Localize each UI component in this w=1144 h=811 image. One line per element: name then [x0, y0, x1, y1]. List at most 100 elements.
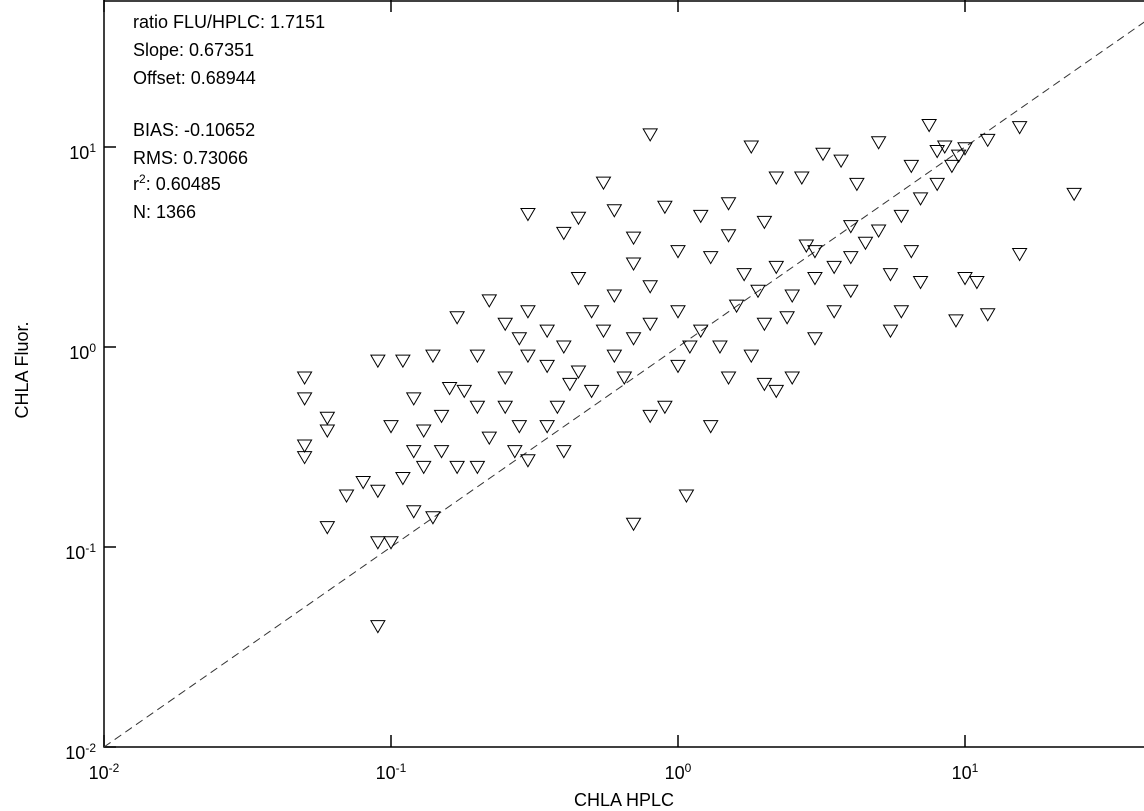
marker	[555, 226, 572, 241]
y-tick-label: 100	[69, 341, 96, 363]
y-tick-label-exp: -1	[85, 541, 96, 555]
marker	[570, 272, 587, 286]
marker	[539, 359, 556, 374]
marker	[756, 215, 773, 230]
marker	[481, 294, 498, 308]
x-tick-label: 101	[952, 761, 979, 783]
marker	[606, 289, 623, 303]
identity-line	[103, 21, 1144, 748]
marker	[539, 420, 556, 434]
marker	[720, 371, 737, 385]
marker	[520, 349, 536, 364]
y-tick-label-exp: -2	[85, 741, 96, 755]
x-tick-label-exp: -1	[396, 761, 407, 775]
marker	[469, 460, 486, 475]
marker	[469, 400, 486, 415]
marker	[670, 245, 686, 259]
marker	[979, 133, 996, 148]
marker	[702, 420, 719, 434]
stat-annotation: Slope: 0.67351	[133, 40, 254, 60]
marker	[642, 317, 659, 332]
marker	[807, 332, 823, 346]
x-axis-label: CHLA HPLC	[574, 790, 674, 810]
marker	[948, 314, 964, 328]
marker	[692, 324, 709, 339]
marker	[405, 505, 422, 519]
marker	[520, 454, 536, 468]
marker	[842, 251, 859, 265]
marker	[319, 424, 336, 439]
marker	[625, 231, 642, 246]
marker	[979, 308, 996, 322]
marker	[768, 260, 785, 275]
y-tick-label-exp: 1	[89, 141, 96, 155]
y-axis-label: CHLA Fluor.	[12, 321, 32, 418]
marker	[712, 340, 728, 354]
marker	[807, 272, 823, 286]
marker	[1011, 248, 1028, 262]
marker	[736, 268, 753, 282]
y-tick-label-base: 10	[69, 343, 89, 363]
marker	[296, 439, 313, 453]
marker	[506, 445, 523, 459]
marker	[692, 209, 709, 224]
marker	[555, 340, 572, 354]
y-tick-label-base: 10	[65, 543, 85, 563]
marker	[682, 340, 698, 354]
marker	[415, 424, 432, 439]
marker	[833, 154, 849, 169]
marker	[338, 489, 355, 503]
marker	[456, 384, 473, 399]
marker	[405, 445, 422, 459]
marker	[750, 284, 766, 299]
marker	[929, 144, 946, 159]
marker	[425, 349, 441, 364]
x-tick-label-base: 10	[952, 763, 972, 783]
marker	[642, 280, 659, 294]
marker	[595, 324, 612, 339]
stat-annotation: Offset: 0.68944	[133, 68, 256, 88]
marker	[893, 305, 910, 319]
marker	[826, 305, 843, 319]
marker	[383, 536, 399, 550]
x-tick-label: 10-1	[376, 761, 407, 783]
marker	[296, 371, 313, 385]
marker	[555, 445, 572, 459]
marker	[405, 392, 422, 406]
marker	[583, 384, 600, 399]
marker	[929, 177, 946, 192]
marker	[469, 349, 486, 364]
marker	[549, 400, 566, 415]
marker	[433, 445, 450, 459]
stat-annotation: N: 1366	[133, 202, 196, 222]
y-tick-label: 10-2	[65, 741, 96, 763]
marker	[570, 365, 587, 379]
marker	[720, 197, 737, 211]
marker	[511, 420, 528, 434]
marker	[296, 451, 313, 465]
marker	[720, 229, 737, 243]
marker	[793, 171, 810, 185]
marker	[595, 176, 612, 191]
marker	[497, 371, 514, 385]
marker	[912, 192, 929, 206]
marker	[539, 324, 556, 339]
stat-annotation: ratio FLU/HPLC: 1.7151	[133, 12, 325, 32]
marker	[481, 431, 498, 446]
marker	[319, 521, 336, 535]
marker	[702, 251, 719, 265]
marker	[296, 392, 313, 406]
x-tick-label: 10-2	[89, 761, 120, 783]
marker	[849, 177, 865, 192]
y-tick-label: 101	[69, 141, 96, 163]
marker	[870, 136, 887, 150]
y-tick-label-base: 10	[69, 143, 89, 163]
stat-part: 2	[139, 172, 146, 186]
marker	[583, 305, 600, 319]
marker	[882, 268, 899, 282]
marker	[756, 317, 773, 332]
marker	[882, 324, 899, 339]
x-tick-label-exp: -2	[109, 761, 120, 775]
marker	[943, 159, 960, 174]
